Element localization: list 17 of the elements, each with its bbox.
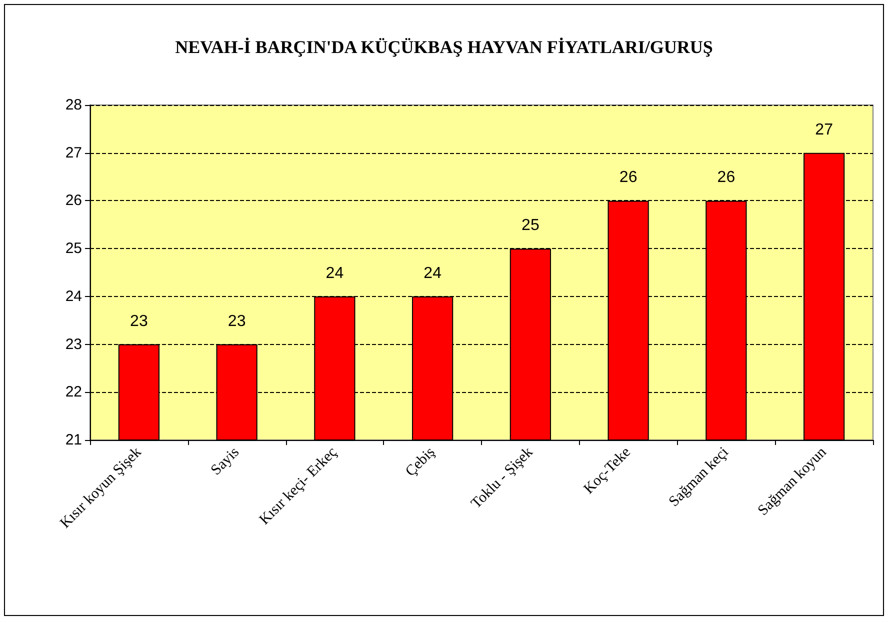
data-label: 25: [522, 217, 540, 234]
data-label: 24: [326, 264, 344, 282]
y-tick-label: 25: [65, 240, 82, 258]
data-label: 27: [815, 121, 834, 138]
data-label: 23: [130, 312, 148, 330]
y-tick-label: 26: [65, 192, 82, 210]
data-label: 26: [619, 169, 638, 186]
y-tick-label: 23: [65, 336, 82, 353]
y-tick-label: 27: [65, 144, 82, 162]
y-tick-label: 22: [65, 384, 82, 401]
y-tick-label: 24: [65, 288, 82, 305]
chart-title: NEVAH-İ BARÇIN'DA KÜÇÜKBAŞ HAYVAN FİYATLARI/GURUŞ: [175, 37, 713, 57]
data-label: 23: [228, 312, 246, 330]
data-label: 26: [717, 169, 736, 186]
y-tick-label: 21: [65, 432, 82, 448]
data-label: 24: [424, 264, 442, 282]
y-tick-label: 28: [65, 96, 82, 114]
